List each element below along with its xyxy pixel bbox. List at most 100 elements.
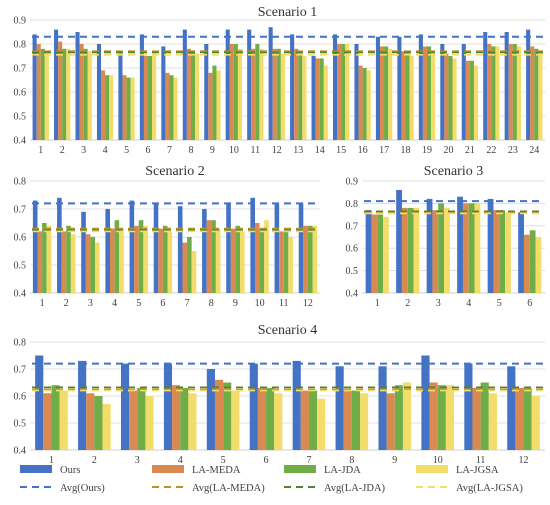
scenario-4-bar-la-meda (300, 390, 309, 450)
scenario-2-bar-la-jda (90, 237, 96, 293)
scenario-4-bar-la-jgsa (231, 390, 240, 450)
scenario-1-bar-la-jgsa (259, 48, 264, 140)
legend-swatch-ours (20, 465, 52, 473)
scenario-1-bar-la-jgsa (516, 46, 521, 140)
scenario-4-y-tick-label: 0.4 (14, 446, 27, 457)
scenario-1-x-tick-label: 18 (401, 145, 411, 156)
legend-label-avgours: Avg(Ours) (60, 483, 105, 494)
scenario-4-bar-la-meda (472, 387, 481, 450)
scenario-4-x-tick-label: 6 (264, 455, 269, 466)
scenario-2-bar-la-jda (211, 220, 216, 293)
scenario-2-x-tick-label: 5 (136, 298, 141, 309)
scenario-1-x-tick-label: 15 (336, 145, 346, 156)
scenario-1-bar-la-meda (251, 48, 256, 140)
scenario-4-x-tick-label: 4 (178, 455, 183, 466)
scenario-2-bar-ours (250, 197, 255, 293)
scenario-2-bar-ours (177, 206, 183, 293)
legend-swatch-la-jda (284, 465, 316, 473)
scenario-1-bar-ours (75, 32, 80, 140)
scenario-1-bar-ours (311, 56, 316, 140)
scenario-1-bar-la-jgsa (366, 70, 371, 140)
scenario-4-bar-ours (206, 369, 215, 450)
scenario-2-bar-la-jgsa (191, 251, 197, 293)
scenario-4-bar-ours (249, 363, 258, 450)
scenario-1-bar-la-jda (512, 44, 517, 140)
scenario-4-y-tick-label: 0.8 (14, 338, 27, 349)
scenario-1-x-tick-label: 16 (358, 145, 368, 156)
scenario-1-bar-la-meda (379, 46, 385, 140)
scenario-2-bar-ours (105, 209, 110, 293)
scenario-2-title: Scenario 2 (145, 164, 204, 179)
scenario-2-x-tick-label: 4 (112, 298, 117, 309)
scenario-1-x-tick-label: 23 (508, 145, 518, 156)
scenario-1-bar-la-jda (62, 48, 67, 140)
scenario-2-bar-la-jda (42, 223, 47, 293)
scenario-4-bar-la-jda (437, 385, 446, 450)
scenario-1-y-tick-label: 0.5 (14, 112, 27, 123)
scenario-3-bar-la-jda (377, 214, 384, 293)
scenario-3-bar-la-jgsa (474, 203, 481, 293)
scenario-3-title: Scenario 3 (424, 164, 483, 179)
scenario-2-bar-la-jda (162, 225, 168, 293)
scenario-1-bar-la-jda (491, 46, 496, 140)
scenario-4-bar-la-meda (515, 387, 524, 450)
scenario-3-y-tick-label: 0.8 (346, 199, 359, 210)
scenario-1-bar-ours (526, 29, 531, 141)
scenario-3-x-tick-label: 4 (466, 298, 471, 309)
scenario-1-bar-la-jgsa (302, 56, 307, 140)
scenario-1-bar-la-jda (83, 48, 88, 140)
scenario-4-x-tick-label: 3 (135, 455, 140, 466)
scenario-1-bar-la-jgsa (44, 51, 49, 141)
scenario-1-bar-ours (504, 32, 509, 140)
scenario-1-bar-la-jda (233, 44, 238, 140)
scenario-4-bar-la-meda (214, 379, 224, 450)
scenario-1-x-tick-label: 5 (124, 145, 129, 156)
scenario-2-bar-ours (129, 200, 135, 293)
scenario-1-bar-la-jda (319, 58, 324, 140)
scenario-2-bar-ours (81, 211, 86, 293)
scenario-4-bar-la-jgsa (488, 393, 497, 450)
scenario-1-title: Scenario 1 (258, 5, 317, 20)
scenario-4-bar-la-jda (266, 387, 275, 450)
legend-label-la-meda: LA-MEDA (192, 465, 241, 476)
scenario-3-bar-ours (457, 196, 463, 293)
scenario-2-bar-la-jgsa (215, 228, 221, 293)
scenario-4-bar-la-jda (223, 382, 232, 450)
scenario-1-bar-la-meda (272, 48, 277, 140)
scenario-2-bar-la-meda (37, 231, 43, 293)
scenario-1-bar-ours (461, 44, 466, 140)
scenario-2-bar-ours (274, 203, 280, 293)
scenario-1-x-tick-label: 7 (167, 145, 172, 156)
scenario-1-x-tick-label: 11 (250, 145, 260, 156)
scenario-3-panel: Scenario 3 0.4 0.5 0.6 0.7 0.8 0.9 1 2 3 4 5 6 (346, 164, 545, 309)
scenario-4-bar-la-meda (386, 393, 395, 450)
scenario-1-y-tick-label: 0.7 (14, 64, 27, 75)
scenario-1-bar-la-meda (487, 44, 492, 140)
scenario-1-x-tick-label: 10 (229, 145, 239, 156)
scenario-1-bar-la-meda (337, 44, 342, 140)
scenario-2-bar-la-jgsa (46, 225, 52, 293)
scenario-1-bar-la-jda (298, 53, 303, 140)
scenario-1-bar-la-meda (315, 58, 320, 140)
scenario-1-bar-la-jgsa (66, 48, 71, 140)
scenario-2-bar-ours (202, 209, 207, 293)
scenario-1-bar-ours (375, 36, 380, 140)
scenario-4-bar-ours (120, 363, 130, 450)
scenario-1-bar-la-jgsa (152, 53, 157, 140)
scenario-1-bar-la-jda (469, 60, 474, 140)
scenario-4-bar-la-jgsa (317, 398, 326, 450)
scenario-1-x-tick-label: 4 (103, 145, 108, 156)
scenario-4-bar-ours (35, 355, 44, 450)
scenario-4-bar-la-jda (308, 390, 318, 450)
scenario-1-bar-la-meda (530, 46, 535, 140)
scenario-4-title: Scenario 4 (258, 323, 317, 338)
scenario-3-bar-la-jda (499, 210, 506, 293)
scenario-4-x-tick-label: 11 (476, 455, 486, 466)
scenario-2-y-tick-label: 0.4 (14, 289, 27, 300)
scenario-1-bar-ours (440, 44, 445, 140)
legend-swatch-la-meda (152, 465, 184, 473)
scenario-1-bar-la-meda (294, 48, 299, 140)
scenario-2-x-tick-label: 8 (209, 298, 214, 309)
scenario-3-bar-la-meda (462, 203, 469, 293)
scenario-2-y-tick-label: 0.8 (14, 177, 27, 188)
